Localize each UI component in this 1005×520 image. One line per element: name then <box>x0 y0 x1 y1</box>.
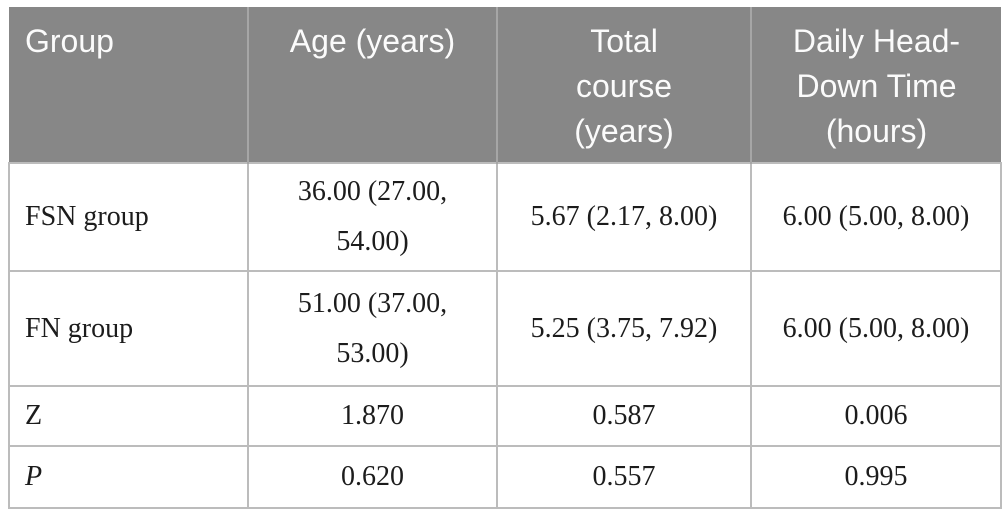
table-row-fn-group: FN group 51.00 (37.00, 53.00) 5.25 (3.75… <box>8 270 1002 387</box>
cell-fn-total-course: 5.25 (3.75, 7.92) <box>496 270 752 387</box>
cell-p-age: 0.620 <box>247 445 498 509</box>
row-label-fsn-group: FSN group <box>8 162 249 272</box>
cell-fsn-total-course: 5.67 (2.17, 8.00) <box>496 162 752 272</box>
row-label-p: P <box>8 445 249 509</box>
cell-fn-age: 51.00 (37.00, 53.00) <box>247 270 498 387</box>
row-label-z: Z <box>8 385 249 447</box>
cell-fsn-age: 36.00 (27.00, 54.00) <box>247 162 498 272</box>
cell-z-age: 1.870 <box>247 385 498 447</box>
table-row-p-value: P 0.620 0.557 0.995 <box>8 445 1002 509</box>
table-container: Group Age (years) Total course (years) D… <box>8 7 1002 509</box>
column-header-daily-head-down-time: Daily Head- Down Time (hours) <box>750 7 1001 163</box>
column-header-total-course: Total course (years) <box>496 7 751 163</box>
group-comparison-table: Group Age (years) Total course (years) D… <box>8 7 1002 509</box>
cell-p-head-down-time: 0.995 <box>750 445 1002 509</box>
cell-fsn-head-down-time: 6.00 (5.00, 8.00) <box>750 162 1002 272</box>
cell-p-total-course: 0.557 <box>496 445 752 509</box>
table-row-z-statistic: Z 1.870 0.587 0.006 <box>8 385 1002 447</box>
table-row-fsn-group: FSN group 36.00 (27.00, 54.00) 5.67 (2.1… <box>8 162 1002 272</box>
header-row: Group Age (years) Total course (years) D… <box>9 7 1001 163</box>
column-header-group: Group <box>9 7 248 163</box>
cell-z-total-course: 0.587 <box>496 385 752 447</box>
cell-z-head-down-time: 0.006 <box>750 385 1002 447</box>
row-label-fn-group: FN group <box>8 270 249 387</box>
column-header-age: Age (years) <box>247 7 497 163</box>
cell-fn-head-down-time: 6.00 (5.00, 8.00) <box>750 270 1002 387</box>
